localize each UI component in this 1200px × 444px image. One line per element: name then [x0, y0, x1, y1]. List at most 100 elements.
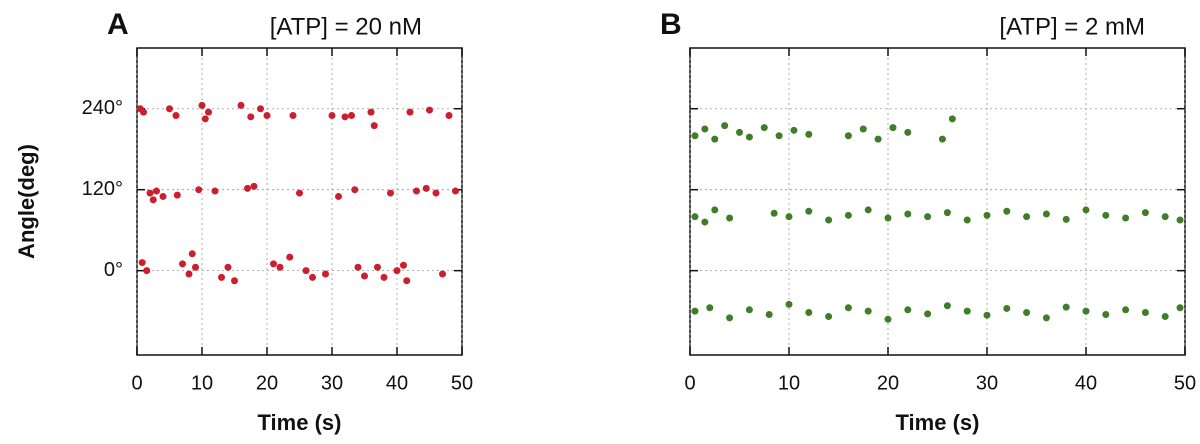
data-point	[309, 273, 316, 281]
data-point	[924, 310, 932, 318]
x-tick-label: 20	[877, 372, 899, 394]
data-point	[1141, 308, 1149, 316]
data-point	[432, 189, 440, 197]
data-point	[943, 302, 951, 310]
data-point	[1102, 211, 1110, 219]
data-point	[1062, 215, 1070, 223]
data-point	[1023, 308, 1031, 316]
data-point	[691, 132, 699, 140]
data-point	[805, 130, 813, 138]
data-point	[393, 267, 401, 275]
data-point	[387, 189, 394, 197]
data-point	[247, 113, 255, 121]
data-point	[153, 187, 160, 195]
data-point	[149, 196, 157, 204]
data-point	[805, 207, 813, 215]
data-point	[825, 313, 833, 321]
data-point	[1003, 304, 1011, 312]
data-point	[172, 111, 180, 119]
data-point	[322, 270, 329, 278]
data-point	[302, 267, 310, 275]
data-point	[179, 260, 186, 268]
x-tick-label: 10	[191, 372, 213, 394]
panel-letter: A	[107, 8, 129, 41]
data-point	[904, 128, 912, 136]
data-point	[745, 133, 753, 141]
data-point	[938, 135, 946, 143]
y-axis-title: Angle(deg)	[14, 144, 39, 259]
data-point	[736, 128, 743, 136]
panel-letter: B	[660, 8, 682, 41]
data-point	[691, 307, 699, 315]
data-point	[335, 192, 342, 200]
data-point	[785, 213, 793, 221]
data-point	[452, 187, 459, 195]
data-point	[844, 132, 852, 140]
data-point	[406, 108, 414, 116]
data-point	[983, 211, 991, 219]
data-point	[231, 277, 238, 285]
data-point	[1042, 210, 1050, 218]
data-point	[445, 111, 453, 119]
data-point	[244, 184, 251, 192]
x-tick-label: 50	[451, 372, 473, 394]
data-point	[146, 189, 154, 197]
data-point	[825, 216, 833, 224]
panel-title: [ATP] = 20 nM	[270, 13, 422, 40]
data-point	[844, 304, 852, 312]
data-point	[192, 263, 199, 271]
data-point	[286, 253, 294, 261]
data-point	[904, 210, 912, 218]
data-point	[354, 263, 362, 271]
data-point	[726, 214, 734, 222]
data-point	[140, 108, 147, 116]
data-point	[948, 115, 956, 123]
plot-frame	[136, 47, 463, 356]
data-point	[211, 187, 219, 195]
data-point	[185, 270, 193, 278]
data-point	[983, 311, 991, 319]
data-point	[721, 122, 729, 130]
y-tick-label: 0°	[104, 259, 123, 281]
data-point	[426, 106, 433, 114]
data-point	[348, 111, 355, 119]
data-point	[963, 216, 971, 224]
x-tick-label: 10	[778, 372, 800, 394]
data-point	[775, 132, 783, 140]
x-tick-label: 40	[386, 372, 408, 394]
data-point	[943, 209, 951, 217]
data-point	[805, 308, 813, 316]
data-point	[1176, 216, 1184, 224]
data-point	[864, 307, 872, 315]
data-point	[422, 184, 430, 192]
y-tick-label: 240°	[82, 97, 123, 119]
data-point	[341, 113, 349, 121]
x-tick-label: 30	[321, 372, 343, 394]
data-point	[874, 135, 882, 143]
data-point	[1082, 206, 1090, 214]
data-point	[859, 125, 867, 133]
data-point	[1176, 304, 1184, 312]
data-point	[711, 206, 719, 214]
data-point	[790, 126, 798, 134]
panel-title: [ATP] = 2 mM	[999, 13, 1145, 40]
data-point	[1082, 307, 1090, 315]
data-point	[963, 307, 971, 315]
plot-frame	[689, 47, 1186, 356]
data-point	[884, 315, 892, 323]
data-point	[367, 108, 375, 116]
x-axis-title: Time (s)	[896, 410, 980, 435]
data-point	[711, 135, 719, 143]
data-point	[904, 306, 912, 314]
data-point	[188, 250, 196, 258]
data-point	[1141, 209, 1149, 217]
y-tick-label: 120°	[82, 178, 123, 200]
x-tick-label: 0	[684, 372, 695, 394]
x-tick-label: 0	[131, 372, 142, 394]
data-point	[1161, 213, 1169, 221]
data-point	[201, 115, 209, 123]
data-point	[159, 192, 167, 200]
data-point	[701, 125, 709, 133]
data-point	[138, 259, 146, 267]
data-point	[1023, 213, 1031, 221]
